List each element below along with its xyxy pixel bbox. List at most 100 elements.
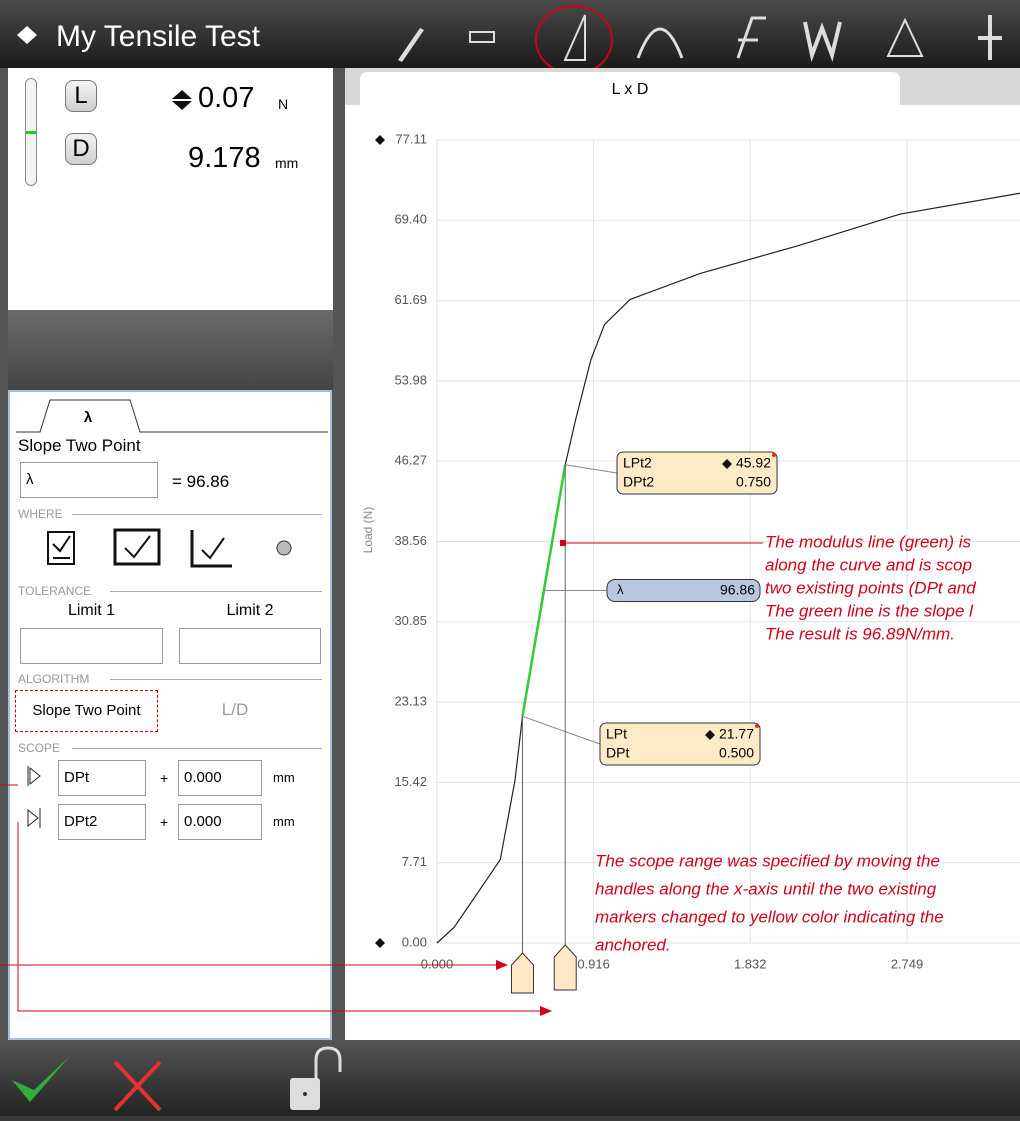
annotation: along the curve and is scop (765, 555, 972, 574)
marker-label: LPt2 (623, 455, 652, 471)
annotation: two existing points (DPt and (765, 578, 976, 597)
annotation: markers changed to yellow color indicati… (595, 907, 944, 926)
cancel-button[interactable] (113, 1060, 162, 1112)
title: My Tensile Test (56, 20, 261, 53)
distance-value: 9.178 (188, 142, 261, 174)
connector (522, 715, 601, 745)
where-icon[interactable] (276, 540, 292, 556)
y-tick-label: 23.13 (394, 694, 427, 709)
section-label: ALGORITHM (18, 672, 90, 686)
marker-value: 45.92 (736, 455, 771, 471)
section-label: WHERE (18, 507, 63, 521)
algorithm-button[interactable]: L/D (221, 700, 249, 719)
divider (110, 679, 322, 680)
heading: Slope Two Point (18, 436, 141, 455)
limit-field[interactable] (179, 628, 321, 664)
slider[interactable] (25, 78, 37, 186)
divider (72, 514, 322, 515)
annotation: anchored. (595, 935, 671, 954)
where-icons (47, 528, 292, 568)
slope-icon[interactable] (563, 14, 586, 61)
y-tick-label: 53.98 (394, 372, 427, 387)
marker-label: LPt (606, 726, 627, 742)
algorithm-button[interactable]: Slope Two Point (15, 690, 158, 732)
chart: L x D Load (N) 0.00 7.71 15.42 23.13 30.85 38… (345, 68, 1020, 1040)
scope-operator: + (160, 770, 169, 786)
delta-icon[interactable] (886, 17, 924, 57)
name-field[interactable]: λ (20, 462, 158, 498)
distance-button[interactable]: D (65, 133, 97, 165)
x-tick-label: 2.749 (891, 956, 924, 971)
scope-unit: mm (273, 814, 295, 829)
scope-offset[interactable]: 0.000 (178, 760, 262, 796)
result: = 96.86 (172, 472, 230, 491)
section-label: SCOPE (18, 741, 61, 755)
bottom-bar (0, 1040, 1020, 1116)
result-callout (606, 579, 761, 603)
marker-value: 0.500 (719, 745, 754, 761)
marker-callout (616, 451, 778, 495)
chart-title: L x D (612, 81, 649, 98)
pencil-icon[interactable] (398, 28, 424, 62)
header: My Tensile Test (0, 0, 1020, 68)
scope-marker[interactable]: DPt (58, 760, 146, 796)
connector-icon[interactable] (469, 31, 495, 43)
x-tick-label: 1.832 (734, 956, 767, 971)
chart-tab[interactable] (360, 72, 900, 105)
load-unit: N (278, 96, 289, 112)
slider-level (26, 131, 36, 134)
distance-unit: mm (275, 155, 299, 171)
y-tick-label: 46.27 (394, 453, 427, 468)
y-tick-label: 0.00 (402, 934, 427, 949)
load-button[interactable]: L (65, 80, 97, 112)
annotation: The result is 96.89N/mm. (765, 624, 955, 643)
tab[interactable] (16, 399, 328, 433)
scope-offset[interactable]: 0.000 (178, 804, 262, 840)
divider (72, 748, 322, 749)
y-axis-label: Load (N) (361, 507, 375, 554)
marker-callout (599, 722, 761, 766)
y-tick-label: 77.11 (395, 131, 427, 146)
marker-value: 21.77 (719, 726, 754, 742)
tab-strip: λ (16, 399, 328, 433)
tab-label: λ (84, 409, 93, 426)
where-icon[interactable] (113, 528, 161, 566)
annotation: The green line is the slope l (765, 601, 974, 620)
marker-label: DPt (606, 745, 629, 761)
load-value: 0.07 (198, 82, 255, 114)
divider (110, 591, 322, 592)
scope-operator: + (160, 814, 169, 830)
title-icon (17, 26, 37, 44)
accept-button[interactable] (12, 1056, 70, 1102)
sort-icon (375, 938, 385, 948)
marker-value: 0.750 (736, 474, 771, 490)
where-icon[interactable] (190, 530, 232, 568)
properties-panel: λ Slope Two Point λ = 96.86 WHERE TOLERA… (8, 390, 332, 1040)
limit-label: Limit 1 (67, 602, 116, 619)
scope-handle[interactable] (553, 944, 577, 991)
y-tick-label: 38.56 (394, 533, 427, 548)
y-tick-label: 69.40 (394, 212, 427, 227)
w-icon[interactable] (803, 21, 842, 63)
sort-icon (375, 135, 385, 145)
scope-marker[interactable]: DPt2 (58, 804, 146, 840)
scope-unit: mm (273, 770, 295, 785)
cut-icon[interactable] (978, 15, 1002, 60)
arc-icon[interactable] (636, 27, 684, 59)
y-tick-label: 30.85 (394, 613, 427, 628)
sort-icon (705, 730, 715, 740)
marker-label: DPt2 (623, 474, 654, 490)
scope-handle[interactable] (510, 952, 534, 994)
integral-icon[interactable] (736, 16, 766, 59)
y-tick-label: 7.71 (402, 854, 427, 869)
bottom-icons (12, 1046, 342, 1112)
marker-dot (755, 724, 759, 728)
limit-field[interactable] (20, 628, 163, 664)
y-tick-label: 61.69 (394, 292, 427, 307)
sort-icon (722, 459, 732, 469)
highlight-circle (535, 5, 613, 68)
where-icon[interactable] (47, 531, 75, 565)
toolbar: My Tensile Test (17, 5, 1002, 68)
y-tick-label: 15.42 (394, 774, 427, 789)
